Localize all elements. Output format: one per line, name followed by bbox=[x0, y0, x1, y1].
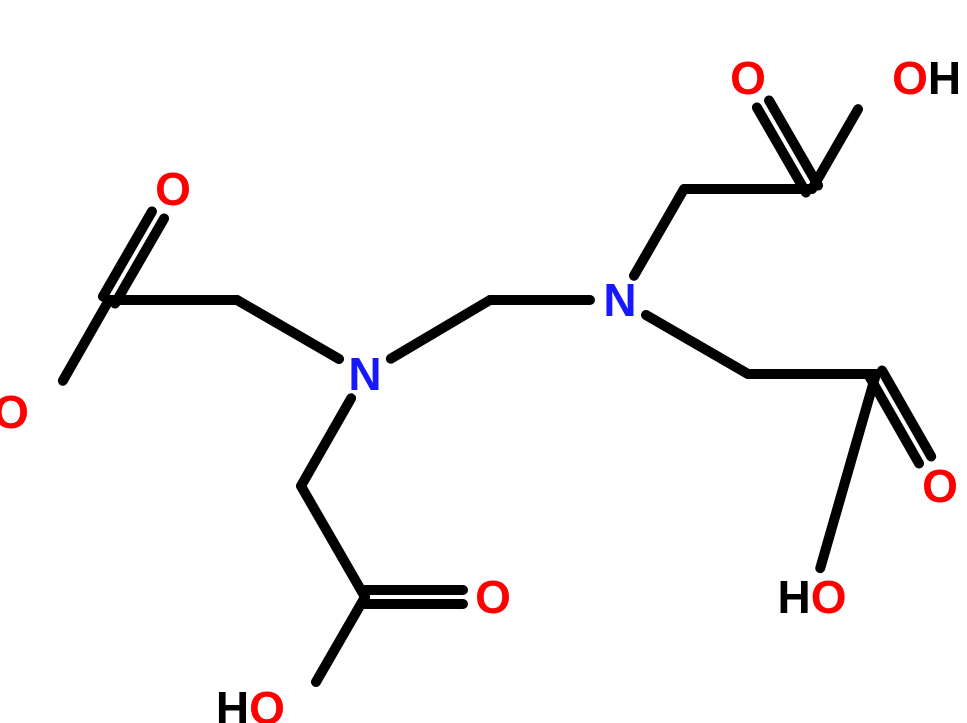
atom-label-O3a: O bbox=[730, 52, 766, 104]
atom-label-O3b: OH bbox=[892, 52, 961, 104]
atom-label-O4b: HO bbox=[777, 571, 846, 623]
bond bbox=[812, 109, 858, 189]
atom-label-O1b: HO bbox=[216, 682, 285, 723]
bond bbox=[301, 486, 365, 597]
bond bbox=[634, 189, 684, 276]
bond bbox=[391, 300, 490, 359]
atom-label-O2a: O bbox=[155, 163, 191, 215]
atom-label-N1: N bbox=[348, 348, 381, 400]
atom-label-O2b: HO bbox=[0, 386, 29, 438]
bond bbox=[63, 300, 109, 381]
molecule-diagram: NNOHOOHOOOHOHO bbox=[0, 0, 967, 723]
atom-label-N2: N bbox=[603, 274, 636, 326]
bond bbox=[646, 315, 748, 374]
bond bbox=[301, 398, 351, 486]
bond bbox=[820, 374, 876, 568]
atom-label-O4a: O bbox=[922, 460, 958, 512]
atom-label-O1a: O bbox=[475, 571, 511, 623]
bond bbox=[316, 597, 365, 682]
bond bbox=[237, 300, 339, 359]
